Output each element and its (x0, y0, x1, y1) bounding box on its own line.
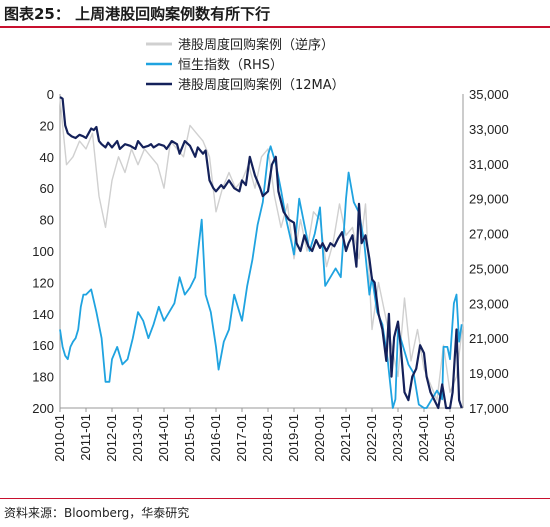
title-divider (0, 26, 550, 28)
y-left-tick-label: 120 (32, 275, 54, 290)
y-left-tick-label: 180 (32, 370, 54, 385)
x-tick-label: 2013-01 (130, 414, 145, 462)
y-right-tick-label: 35,000 (469, 87, 509, 102)
x-tick-label: 2015-01 (182, 414, 197, 462)
y-left-tick-label: 140 (32, 307, 54, 322)
x-tick-label: 2018-01 (260, 414, 275, 462)
x-tick-label: 2016-01 (208, 414, 223, 462)
chart-canvas: 0 20 40 60 80 100 120 140 160 180 200 35,000 33,000 3… (32, 37, 509, 462)
x-tick-label: 2022-01 (364, 414, 379, 462)
legend-label-2: 恒生指数（RHS） (178, 58, 283, 73)
y-left-tick-label: 40 (40, 150, 54, 165)
y-right-tick-label: 21,000 (469, 331, 509, 346)
y-left-tick-label: 100 (32, 244, 54, 259)
y-right-tick-label: 23,000 (469, 296, 509, 311)
y-right-tick-label: 25,000 (469, 261, 509, 276)
y-left-tick-label: 200 (32, 401, 54, 416)
x-tick-label: 2025-01 (442, 414, 457, 462)
legend-label-1: 港股周度回购案例（逆序） (178, 37, 334, 53)
chart-title-bar: 图表25： 上周港股回购案例数有所下行 (0, 0, 550, 26)
x-tick-label: 2020-01 (312, 414, 327, 462)
y-right-tick-label: 17,000 (469, 401, 509, 416)
y-left-tick-label: 60 (40, 181, 54, 196)
y-left-tick-label: 20 (40, 118, 54, 133)
y-left-tick-label: 0 (47, 87, 54, 102)
series-line-3 (59, 96, 463, 410)
footer-divider (0, 498, 550, 499)
x-tick-label: 2017-01 (234, 414, 249, 462)
x-tick-label: 2019-01 (286, 414, 301, 462)
x-tick-label: 2010-01 (52, 414, 67, 462)
y-left-tick-label: 160 (32, 338, 54, 353)
x-tick-label: 2011-01 (78, 414, 93, 461)
x-tick-label: 2024-01 (416, 414, 431, 462)
x-tick-label: 2021-01 (338, 414, 353, 462)
chart-title: 图表25： 上周港股回购案例数有所下行 (4, 5, 271, 23)
y-right-tick-label: 29,000 (469, 192, 509, 207)
x-tick-label: 2014-01 (156, 414, 171, 462)
y-left-tick-label: 80 (40, 213, 54, 228)
x-tick-label: 2012-01 (104, 414, 119, 462)
y-right-tick-label: 33,000 (469, 122, 509, 137)
y-right-tick-label: 27,000 (469, 227, 509, 242)
x-tick-label: 2023-01 (390, 414, 405, 462)
y-right-tick-label: 19,000 (469, 366, 509, 381)
source-note: 资料来源：Bloomberg，华泰研究 (4, 506, 190, 520)
legend-label-3: 港股周度回购案例（12MA） (178, 77, 345, 93)
y-right-tick-label: 31,000 (469, 157, 509, 172)
series-line-2 (59, 145, 463, 409)
